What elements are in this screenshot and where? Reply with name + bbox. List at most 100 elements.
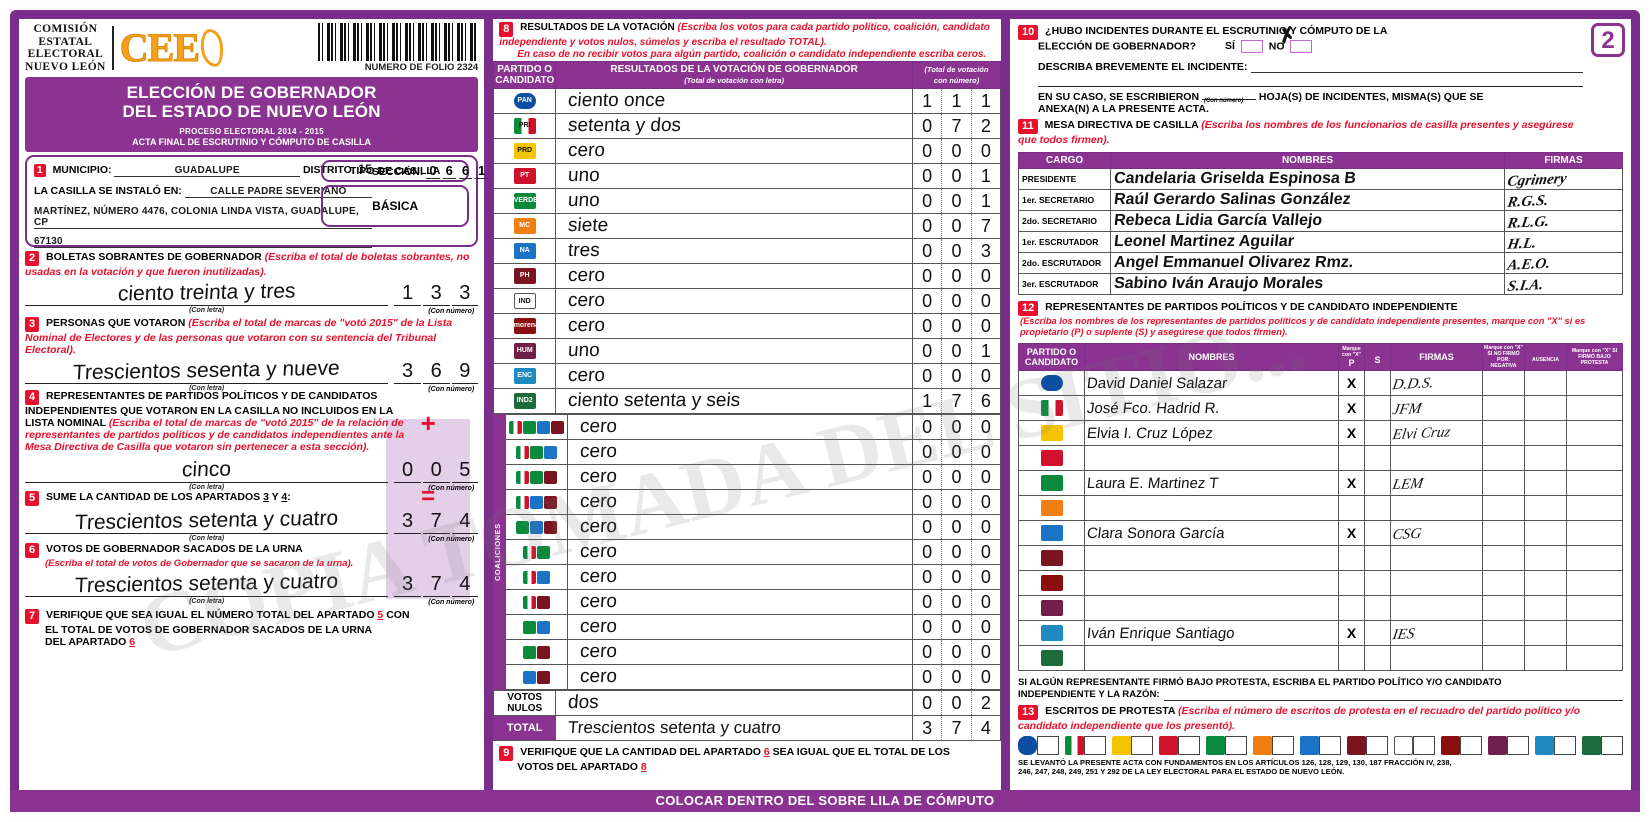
rep-firma-cell[interactable]: LEM xyxy=(1390,470,1483,496)
mesa-nombre-cell[interactable]: Raúl Gerardo Salinas González xyxy=(1110,189,1505,211)
votos-nulos-num-cell[interactable]: 0 0 2 xyxy=(912,690,1001,716)
mesa-firma-cell[interactable]: H.L. xyxy=(1504,231,1623,253)
rep-nombre-cell[interactable] xyxy=(1084,595,1339,621)
section-2-letra-field[interactable]: ciento treinta y tres (Con letra) xyxy=(25,279,389,314)
party-letra-cell[interactable]: uno xyxy=(555,188,913,214)
protest-count-box[interactable] xyxy=(1507,736,1529,755)
rep-negativa-cell[interactable] xyxy=(1482,620,1525,646)
rep-s-cell[interactable] xyxy=(1364,395,1391,421)
party-letra-cell[interactable]: tres xyxy=(555,238,913,264)
rep-protesta-cell[interactable] xyxy=(1566,370,1623,396)
rep-firma-cell[interactable]: JFM xyxy=(1390,395,1483,421)
rep-s-cell[interactable] xyxy=(1364,420,1391,446)
party-letra-cell[interactable]: cero xyxy=(555,313,913,339)
rep-nombre-cell[interactable]: José Fco. Hadrid R. xyxy=(1084,395,1339,421)
rep-firma-cell[interactable]: D.D.S. xyxy=(1390,370,1483,396)
rep-negativa-cell[interactable] xyxy=(1482,645,1525,671)
mesa-nombre-cell[interactable]: Angel Emmanuel Olivarez Rmz. xyxy=(1110,252,1505,274)
rep-p-cell[interactable]: X xyxy=(1338,520,1365,546)
party-letra-cell[interactable]: ciento once xyxy=(555,88,913,114)
seccion-digits[interactable]: 0 6 6 1 xyxy=(426,163,489,179)
rep-firma-cell[interactable] xyxy=(1390,595,1483,621)
rep-firma-cell[interactable] xyxy=(1390,445,1483,471)
rep-s-cell[interactable] xyxy=(1364,495,1391,521)
rep-negativa-cell[interactable] xyxy=(1482,395,1525,421)
municipio-value[interactable]: GUADALUPE xyxy=(114,165,300,177)
address-line-1[interactable]: CALLE PADRE SEVERIANO xyxy=(184,186,372,198)
rep-firma-cell[interactable] xyxy=(1390,570,1483,596)
rep-ausencia-cell[interactable] xyxy=(1524,520,1567,546)
coalition-letra-cell[interactable]: cero xyxy=(567,414,913,440)
rep-s-cell[interactable] xyxy=(1364,520,1391,546)
section-6-letra-field[interactable]: Trescientos setenta y cuatro (Con letra) xyxy=(25,569,389,605)
rep-firma-cell[interactable]: IES xyxy=(1390,620,1483,646)
coalition-letra-cell[interactable]: cero xyxy=(567,664,913,690)
rep-nombre-cell[interactable] xyxy=(1084,545,1339,571)
rep-ausencia-cell[interactable] xyxy=(1524,495,1567,521)
coalition-letra-cell[interactable]: cero xyxy=(567,489,913,515)
rep-ausencia-cell[interactable] xyxy=(1524,470,1567,496)
mesa-firma-cell[interactable]: A.E.O. xyxy=(1504,252,1623,274)
address-line-2[interactable]: MARTÍNEZ, NÚMERO 4476, COLONIA LINDA VIS… xyxy=(34,206,372,229)
rep-s-cell[interactable] xyxy=(1364,570,1391,596)
mesa-nombre-cell[interactable]: Leonel Martinez Aguilar xyxy=(1110,231,1505,253)
party-letra-cell[interactable]: siete xyxy=(555,213,913,239)
no-checkbox[interactable]: ✗ xyxy=(1277,23,1313,53)
rep-p-cell[interactable] xyxy=(1338,495,1365,521)
mesa-firma-cell[interactable]: Cgrimery xyxy=(1504,168,1623,190)
section-2-numero-field[interactable]: 1 3 3 (Con número) xyxy=(394,281,479,315)
rep-nombre-cell[interactable]: Elvia I. Cruz López xyxy=(1084,420,1339,446)
protest-count-box[interactable] xyxy=(1319,736,1341,755)
rep-p-cell[interactable] xyxy=(1338,595,1365,621)
rep-p-cell[interactable] xyxy=(1338,445,1365,471)
rep-firma-cell[interactable] xyxy=(1390,645,1483,671)
rep-s-cell[interactable] xyxy=(1364,370,1391,396)
rep-p-cell[interactable]: X xyxy=(1338,395,1365,421)
protest-count-box[interactable] xyxy=(1131,736,1153,755)
rep-ausencia-cell[interactable] xyxy=(1524,370,1567,396)
si-checkbox[interactable] xyxy=(1240,40,1263,53)
rep-ausencia-cell[interactable] xyxy=(1524,545,1567,571)
coalition-letra-cell[interactable]: cero xyxy=(567,564,913,590)
rep-s-cell[interactable] xyxy=(1364,445,1391,471)
protest-count-box[interactable] xyxy=(1554,736,1576,755)
rep-protesta-cell[interactable] xyxy=(1566,645,1623,671)
rep-negativa-cell[interactable] xyxy=(1482,470,1525,496)
party-letra-cell[interactable]: cero xyxy=(555,263,913,289)
rep-firma-cell[interactable] xyxy=(1390,545,1483,571)
protest-count-box[interactable] xyxy=(1366,736,1388,755)
section-6-numero-field[interactable]: 3 7 4 (Con número) xyxy=(394,572,479,606)
total-num-cell[interactable]: 3 7 4 xyxy=(912,715,1001,741)
rep-protesta-cell[interactable] xyxy=(1566,595,1623,621)
coalition-letra-cell[interactable]: cero xyxy=(567,514,913,540)
rep-ausencia-cell[interactable] xyxy=(1524,420,1567,446)
rep-nombre-cell[interactable] xyxy=(1084,495,1339,521)
rep-protesta-cell[interactable] xyxy=(1566,445,1623,471)
rep-protesta-cell[interactable] xyxy=(1566,620,1623,646)
rep-protesta-cell[interactable] xyxy=(1566,570,1623,596)
protest-count-box[interactable] xyxy=(1178,736,1200,755)
rep-protesta-cell[interactable] xyxy=(1566,545,1623,571)
rep-negativa-cell[interactable] xyxy=(1482,520,1525,546)
rep-protesta-cell[interactable] xyxy=(1566,420,1623,446)
describe-incident-field[interactable] xyxy=(1251,61,1583,73)
rep-ausencia-cell[interactable] xyxy=(1524,645,1567,671)
distrito-value[interactable]: 15 xyxy=(358,162,372,176)
section-3-numero-field[interactable]: 3 6 9 (Con número) xyxy=(394,359,479,393)
coalition-letra-cell[interactable]: cero xyxy=(567,464,913,490)
rep-p-cell[interactable]: X xyxy=(1338,620,1365,646)
party-letra-cell[interactable]: uno xyxy=(555,163,913,189)
